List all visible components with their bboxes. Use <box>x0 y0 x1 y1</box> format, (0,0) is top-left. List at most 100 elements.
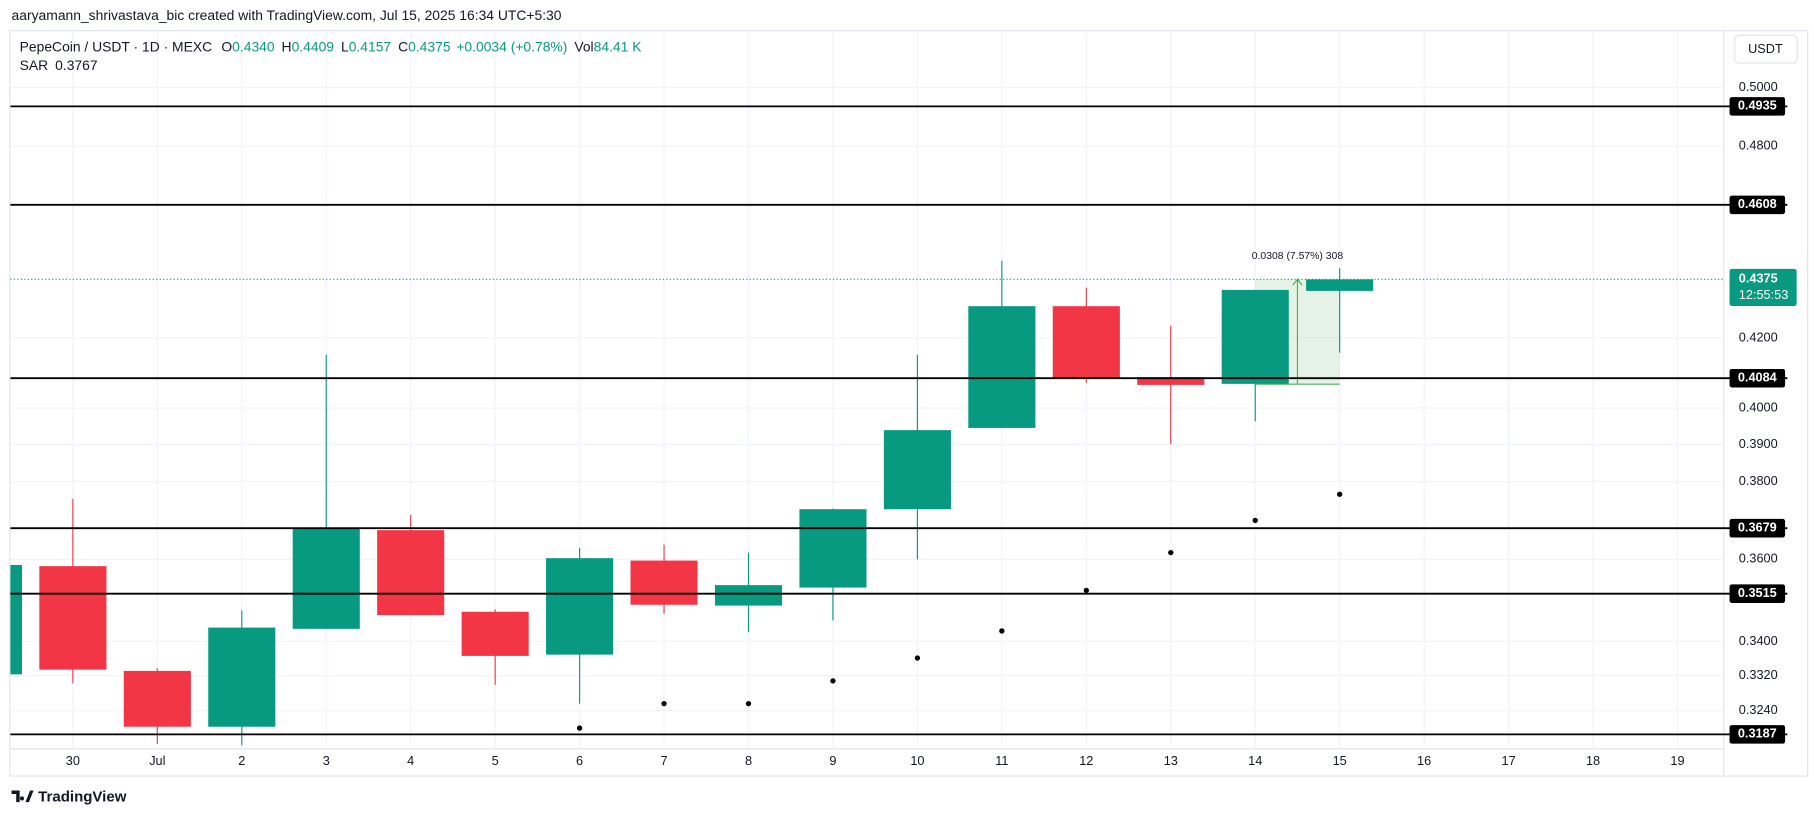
ohlc-value: 0.4375 <box>408 38 451 54</box>
candle-body <box>714 585 783 606</box>
sar-dot <box>999 628 1005 634</box>
x-tick-label: 10 <box>910 753 924 768</box>
candle-body <box>292 528 360 629</box>
ohlc-key: L <box>341 38 349 54</box>
measure-arrowhead <box>1292 278 1303 286</box>
x-tick-label: 3 <box>323 753 330 768</box>
change: +0.0034 (+0.78%) <box>456 38 567 54</box>
candle-body <box>208 627 276 727</box>
sar-dot <box>661 700 667 707</box>
ohlc-key: H <box>282 38 292 54</box>
x-tick-label: 4 <box>407 753 414 768</box>
x-tick-label: 14 <box>1248 753 1262 768</box>
candle-body <box>39 566 107 670</box>
sar-dot <box>1083 587 1089 594</box>
candle-body <box>377 530 445 616</box>
x-tick-label: 18 <box>1586 753 1600 768</box>
level-label-box <box>1729 195 1786 215</box>
x-tick-label: 12 <box>1079 753 1093 768</box>
x-tick-label: 19 <box>1670 753 1684 768</box>
level-label: 0.3679 <box>1738 520 1777 535</box>
candle-body <box>461 611 529 656</box>
volume-key: Vol <box>574 38 593 54</box>
sar-dot <box>1252 517 1258 524</box>
x-tick-label: 6 <box>576 753 583 768</box>
candle-body <box>968 306 1036 428</box>
last-price-box <box>1729 268 1797 306</box>
x-tick-label: Jul <box>149 753 165 768</box>
level-label: 0.3187 <box>1738 726 1777 741</box>
sar-dot <box>830 678 836 684</box>
last-price-label: 0.4375 <box>1739 271 1778 286</box>
sar-dot <box>1168 549 1174 556</box>
ohlc-value: 0.4340 <box>232 38 275 54</box>
x-tick-label: 16 <box>1417 753 1431 768</box>
level-label-box <box>1729 518 1786 538</box>
y-tick-label: 0.3240 <box>1739 702 1778 717</box>
logo-icon <box>11 790 34 803</box>
level-label: 0.3515 <box>1738 585 1777 600</box>
ohlc-value: 0.4409 <box>292 38 335 54</box>
x-tick-label: 8 <box>745 753 752 768</box>
x-tick-label: 30 <box>66 753 80 768</box>
level-label: 0.4935 <box>1738 98 1777 113</box>
indicator-value: 0.3767 <box>55 57 98 73</box>
x-tick-label: 5 <box>492 753 499 768</box>
legend: PepeCoin / USDT · 1D · MEXC O0.4340 H0.440… <box>20 38 643 54</box>
x-tick-label: 15 <box>1333 753 1347 768</box>
ohlc-key: C <box>398 38 408 54</box>
currency-button[interactable] <box>1734 34 1798 64</box>
candle-body <box>799 509 867 588</box>
x-tick-label: 9 <box>829 753 836 768</box>
candle-body <box>123 670 191 727</box>
grid <box>10 31 1724 749</box>
indicator-legend: SAR 0.3767 <box>20 57 98 73</box>
candle-body <box>1137 377 1205 385</box>
level-label-box <box>1729 584 1786 603</box>
candle-body <box>630 560 698 605</box>
level-label-box <box>1729 368 1786 388</box>
y-tick-label: 0.3600 <box>1739 551 1778 566</box>
y-tick-label: 0.3400 <box>1739 633 1778 648</box>
countdown-label: 12:55:53 <box>1739 287 1789 302</box>
indicator-name: SAR <box>20 57 49 73</box>
x-tick-label: 13 <box>1164 753 1178 768</box>
level-label-box <box>1729 97 1786 116</box>
x-tick-label: 11 <box>995 753 1008 768</box>
footer-text: TradingView <box>38 788 127 805</box>
footer-logo: TradingView <box>11 788 127 805</box>
y-tick-label: 0.3800 <box>1739 473 1778 488</box>
x-tick-label: 7 <box>661 753 668 768</box>
currency-button-label[interactable]: USDT <box>1748 41 1783 56</box>
level-label: 0.4608 <box>1738 196 1777 211</box>
sar-dot <box>576 725 583 731</box>
attribution: aaryamann_shrivastava_bic created with T… <box>12 7 562 23</box>
y-tick-label: 0.4000 <box>1739 399 1778 414</box>
ohlc-key: O <box>221 38 232 54</box>
x-tick-label: 17 <box>1502 753 1516 768</box>
candle-body <box>546 558 614 655</box>
y-tick-label: 0.4200 <box>1739 329 1778 344</box>
sar-dot <box>745 700 752 707</box>
x-tick-label: 2 <box>238 753 245 768</box>
y-tick-label: 0.5000 <box>1739 79 1778 94</box>
y-tick-label: 0.3900 <box>1739 436 1778 451</box>
level-label: 0.4084 <box>1738 370 1777 385</box>
candle-body <box>1221 289 1289 384</box>
measure-label: 0.0308 (7.57%) 308 <box>1252 251 1344 262</box>
candle-body <box>883 430 951 510</box>
symbol: PepeCoin / USDT · 1D · MEXC <box>20 38 212 54</box>
ohlc-value: 0.4157 <box>349 38 392 54</box>
plot-area <box>10 260 1724 746</box>
chart-frame <box>9 30 1809 777</box>
volume-value: 84.41 K <box>594 38 643 54</box>
overlay: 0.5000 0.4800 0.4200 0.4000 0.3900 0.3800 0.36… <box>10 79 1797 768</box>
y-tick-label: 0.3320 <box>1739 667 1778 682</box>
candle-body <box>10 564 22 675</box>
level-label-box <box>1729 725 1786 744</box>
y-tick-label: 0.4800 <box>1739 138 1778 153</box>
sar-dot <box>1337 491 1343 497</box>
candle-body <box>1052 306 1120 379</box>
